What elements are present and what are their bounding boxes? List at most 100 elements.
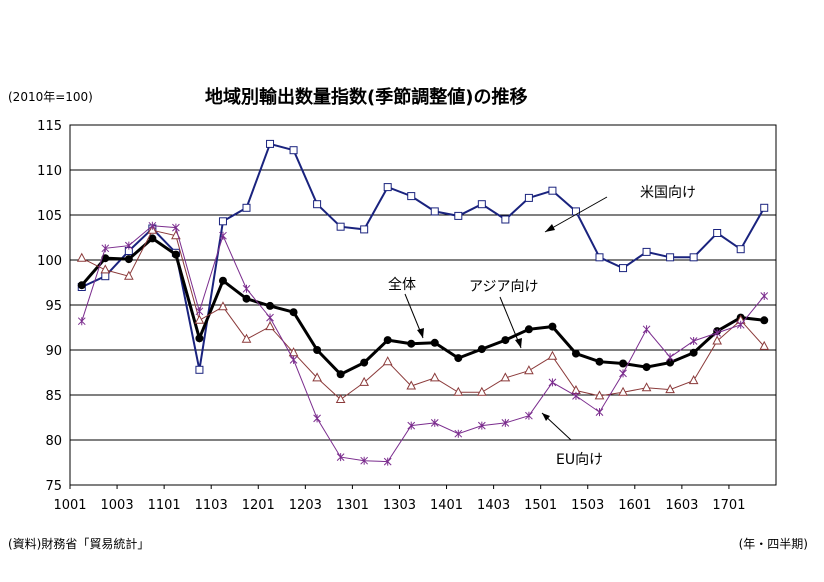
data-point bbox=[641, 382, 652, 392]
data-point bbox=[124, 255, 133, 264]
data-point bbox=[101, 254, 110, 263]
data-point bbox=[289, 308, 298, 317]
x-tick-label: 1003 bbox=[101, 498, 134, 513]
data-point bbox=[642, 325, 651, 334]
data-point bbox=[665, 384, 675, 394]
data-point bbox=[124, 241, 133, 250]
data-point bbox=[547, 350, 558, 360]
data-point bbox=[336, 453, 345, 462]
x-tick-label: 1401 bbox=[430, 498, 463, 513]
data-point bbox=[241, 333, 252, 343]
x-tick-label: 1503 bbox=[571, 498, 604, 513]
data-point bbox=[595, 253, 604, 262]
data-point bbox=[407, 192, 416, 201]
data-point bbox=[195, 307, 204, 316]
data-point bbox=[548, 378, 557, 387]
data-point bbox=[454, 429, 463, 438]
data-point bbox=[312, 372, 322, 382]
label-us: 米国向け bbox=[640, 185, 696, 201]
data-point bbox=[360, 225, 369, 234]
label-total: 全体 bbox=[388, 276, 416, 293]
data-point bbox=[360, 456, 369, 465]
data-point bbox=[430, 418, 439, 427]
data-point bbox=[713, 229, 722, 237]
source-note: (資料)財務省「貿易統計」 bbox=[8, 536, 149, 551]
data-point bbox=[313, 346, 322, 354]
plot-area bbox=[69, 124, 777, 486]
data-point bbox=[76, 252, 87, 262]
data-point bbox=[666, 353, 674, 362]
data-point bbox=[736, 320, 745, 329]
data-point bbox=[359, 376, 369, 386]
data-point bbox=[266, 301, 275, 310]
data-point bbox=[712, 335, 723, 345]
data-point bbox=[383, 457, 392, 466]
data-point bbox=[430, 207, 439, 216]
data-point bbox=[666, 358, 675, 367]
data-point bbox=[383, 336, 392, 345]
data-point bbox=[525, 411, 533, 420]
y-tick-label: 95 bbox=[45, 299, 62, 314]
x-tick-label: 1001 bbox=[53, 498, 86, 513]
data-point bbox=[619, 369, 627, 378]
data-point bbox=[313, 200, 322, 209]
data-point bbox=[336, 370, 345, 379]
x-tick-label: 1501 bbox=[524, 498, 557, 513]
data-point bbox=[548, 186, 557, 195]
y-tick-label: 75 bbox=[45, 479, 62, 494]
data-point bbox=[335, 393, 346, 403]
y-tick-label: 105 bbox=[37, 209, 62, 224]
data-point bbox=[760, 203, 769, 212]
data-point bbox=[219, 231, 227, 240]
data-point bbox=[242, 294, 251, 303]
data-point bbox=[736, 245, 745, 254]
data-point bbox=[595, 357, 604, 366]
x-axis: 1001 1003 1101 1103 1201 1203 1301 1303 1401 1403… bbox=[53, 485, 745, 513]
data-point bbox=[407, 421, 416, 430]
data-point bbox=[453, 386, 464, 396]
series-layer bbox=[76, 139, 770, 466]
data-point bbox=[689, 348, 698, 357]
series-3 bbox=[77, 221, 769, 466]
x-tick-label: 1201 bbox=[242, 498, 275, 513]
y-tick-label: 85 bbox=[45, 389, 62, 404]
data-point bbox=[619, 359, 628, 368]
data-point bbox=[477, 345, 486, 354]
data-point bbox=[689, 253, 698, 262]
data-point bbox=[571, 207, 580, 216]
data-point bbox=[289, 146, 298, 155]
data-point bbox=[124, 270, 134, 280]
y-tick-label: 90 bbox=[45, 344, 62, 359]
data-point bbox=[172, 223, 180, 232]
label-asia: アジア向け bbox=[469, 279, 538, 295]
data-point bbox=[501, 215, 510, 224]
data-point bbox=[548, 322, 557, 331]
data-point bbox=[689, 337, 698, 345]
data-point bbox=[242, 284, 251, 293]
x-tick-label: 1101 bbox=[148, 498, 181, 513]
data-point bbox=[500, 372, 511, 382]
data-point bbox=[195, 365, 204, 374]
grid-lines bbox=[70, 169, 776, 441]
data-point bbox=[760, 292, 769, 300]
label-eu: EU向け bbox=[556, 452, 603, 468]
series-line bbox=[81, 225, 765, 463]
data-point bbox=[642, 363, 651, 372]
data-point bbox=[383, 183, 392, 192]
series-line bbox=[81, 229, 765, 401]
data-point bbox=[101, 244, 110, 253]
data-point bbox=[760, 316, 769, 325]
x-tick-label: 1601 bbox=[618, 498, 651, 513]
callout-asia: アジア向け bbox=[469, 279, 538, 349]
data-point bbox=[454, 211, 463, 220]
callout-eu: EU向け bbox=[541, 412, 603, 468]
x-tick-label: 1403 bbox=[477, 498, 510, 513]
data-point bbox=[171, 250, 180, 259]
data-point bbox=[336, 222, 345, 231]
data-point bbox=[713, 328, 722, 337]
data-point bbox=[101, 272, 110, 281]
x-tick-label: 1603 bbox=[665, 498, 698, 513]
data-point bbox=[594, 390, 605, 400]
series-2 bbox=[76, 224, 770, 403]
